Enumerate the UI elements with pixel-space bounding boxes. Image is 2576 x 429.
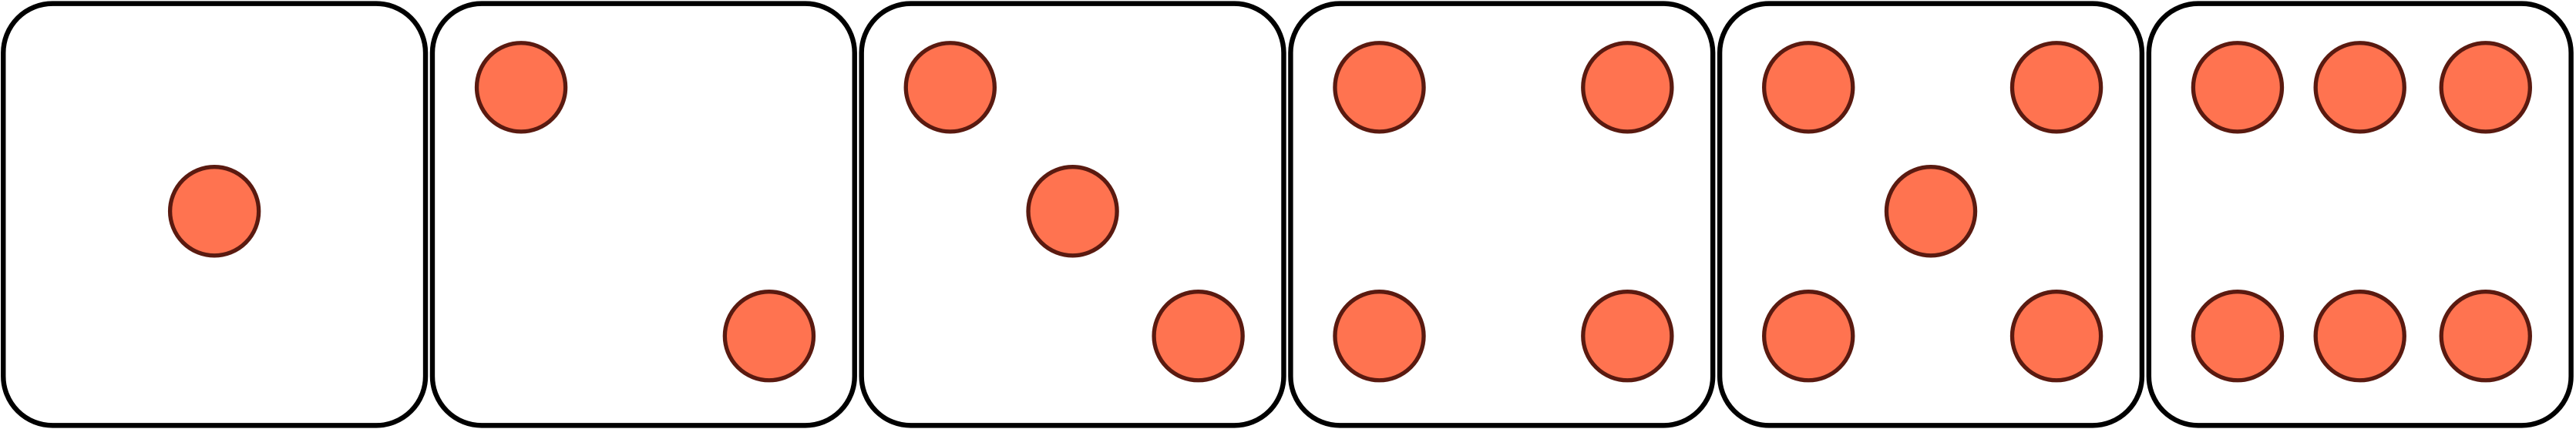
die-pip: [1762, 41, 1855, 134]
die-pip: [722, 290, 816, 383]
die-face-1: [1, 1, 429, 428]
die-pip: [1581, 41, 1674, 134]
die-face-2: [429, 1, 857, 428]
die-pip: [1581, 290, 1674, 383]
die-pip: [2191, 290, 2285, 383]
die-pip: [2009, 290, 2104, 383]
die-pip: [2009, 41, 2104, 134]
die-face-6: [2146, 1, 2574, 428]
die-pip: [1026, 165, 1119, 258]
die-pip: [2439, 290, 2532, 383]
die-pip: [474, 41, 568, 134]
die-pip: [1333, 290, 1426, 383]
die-pip: [903, 41, 997, 134]
die-face-4: [1288, 1, 1716, 428]
die-pip: [2439, 41, 2532, 134]
die-pip: [1333, 41, 1426, 134]
die-pip: [1884, 165, 1978, 258]
die-pip: [2313, 41, 2406, 134]
die-pip: [167, 165, 261, 258]
die-pip: [1762, 290, 1855, 383]
die-pip: [2191, 41, 2285, 134]
die-face-5: [1717, 1, 2145, 428]
die-pip: [2313, 290, 2406, 383]
die-face-3: [859, 1, 1286, 428]
die-pip: [1152, 290, 1245, 383]
